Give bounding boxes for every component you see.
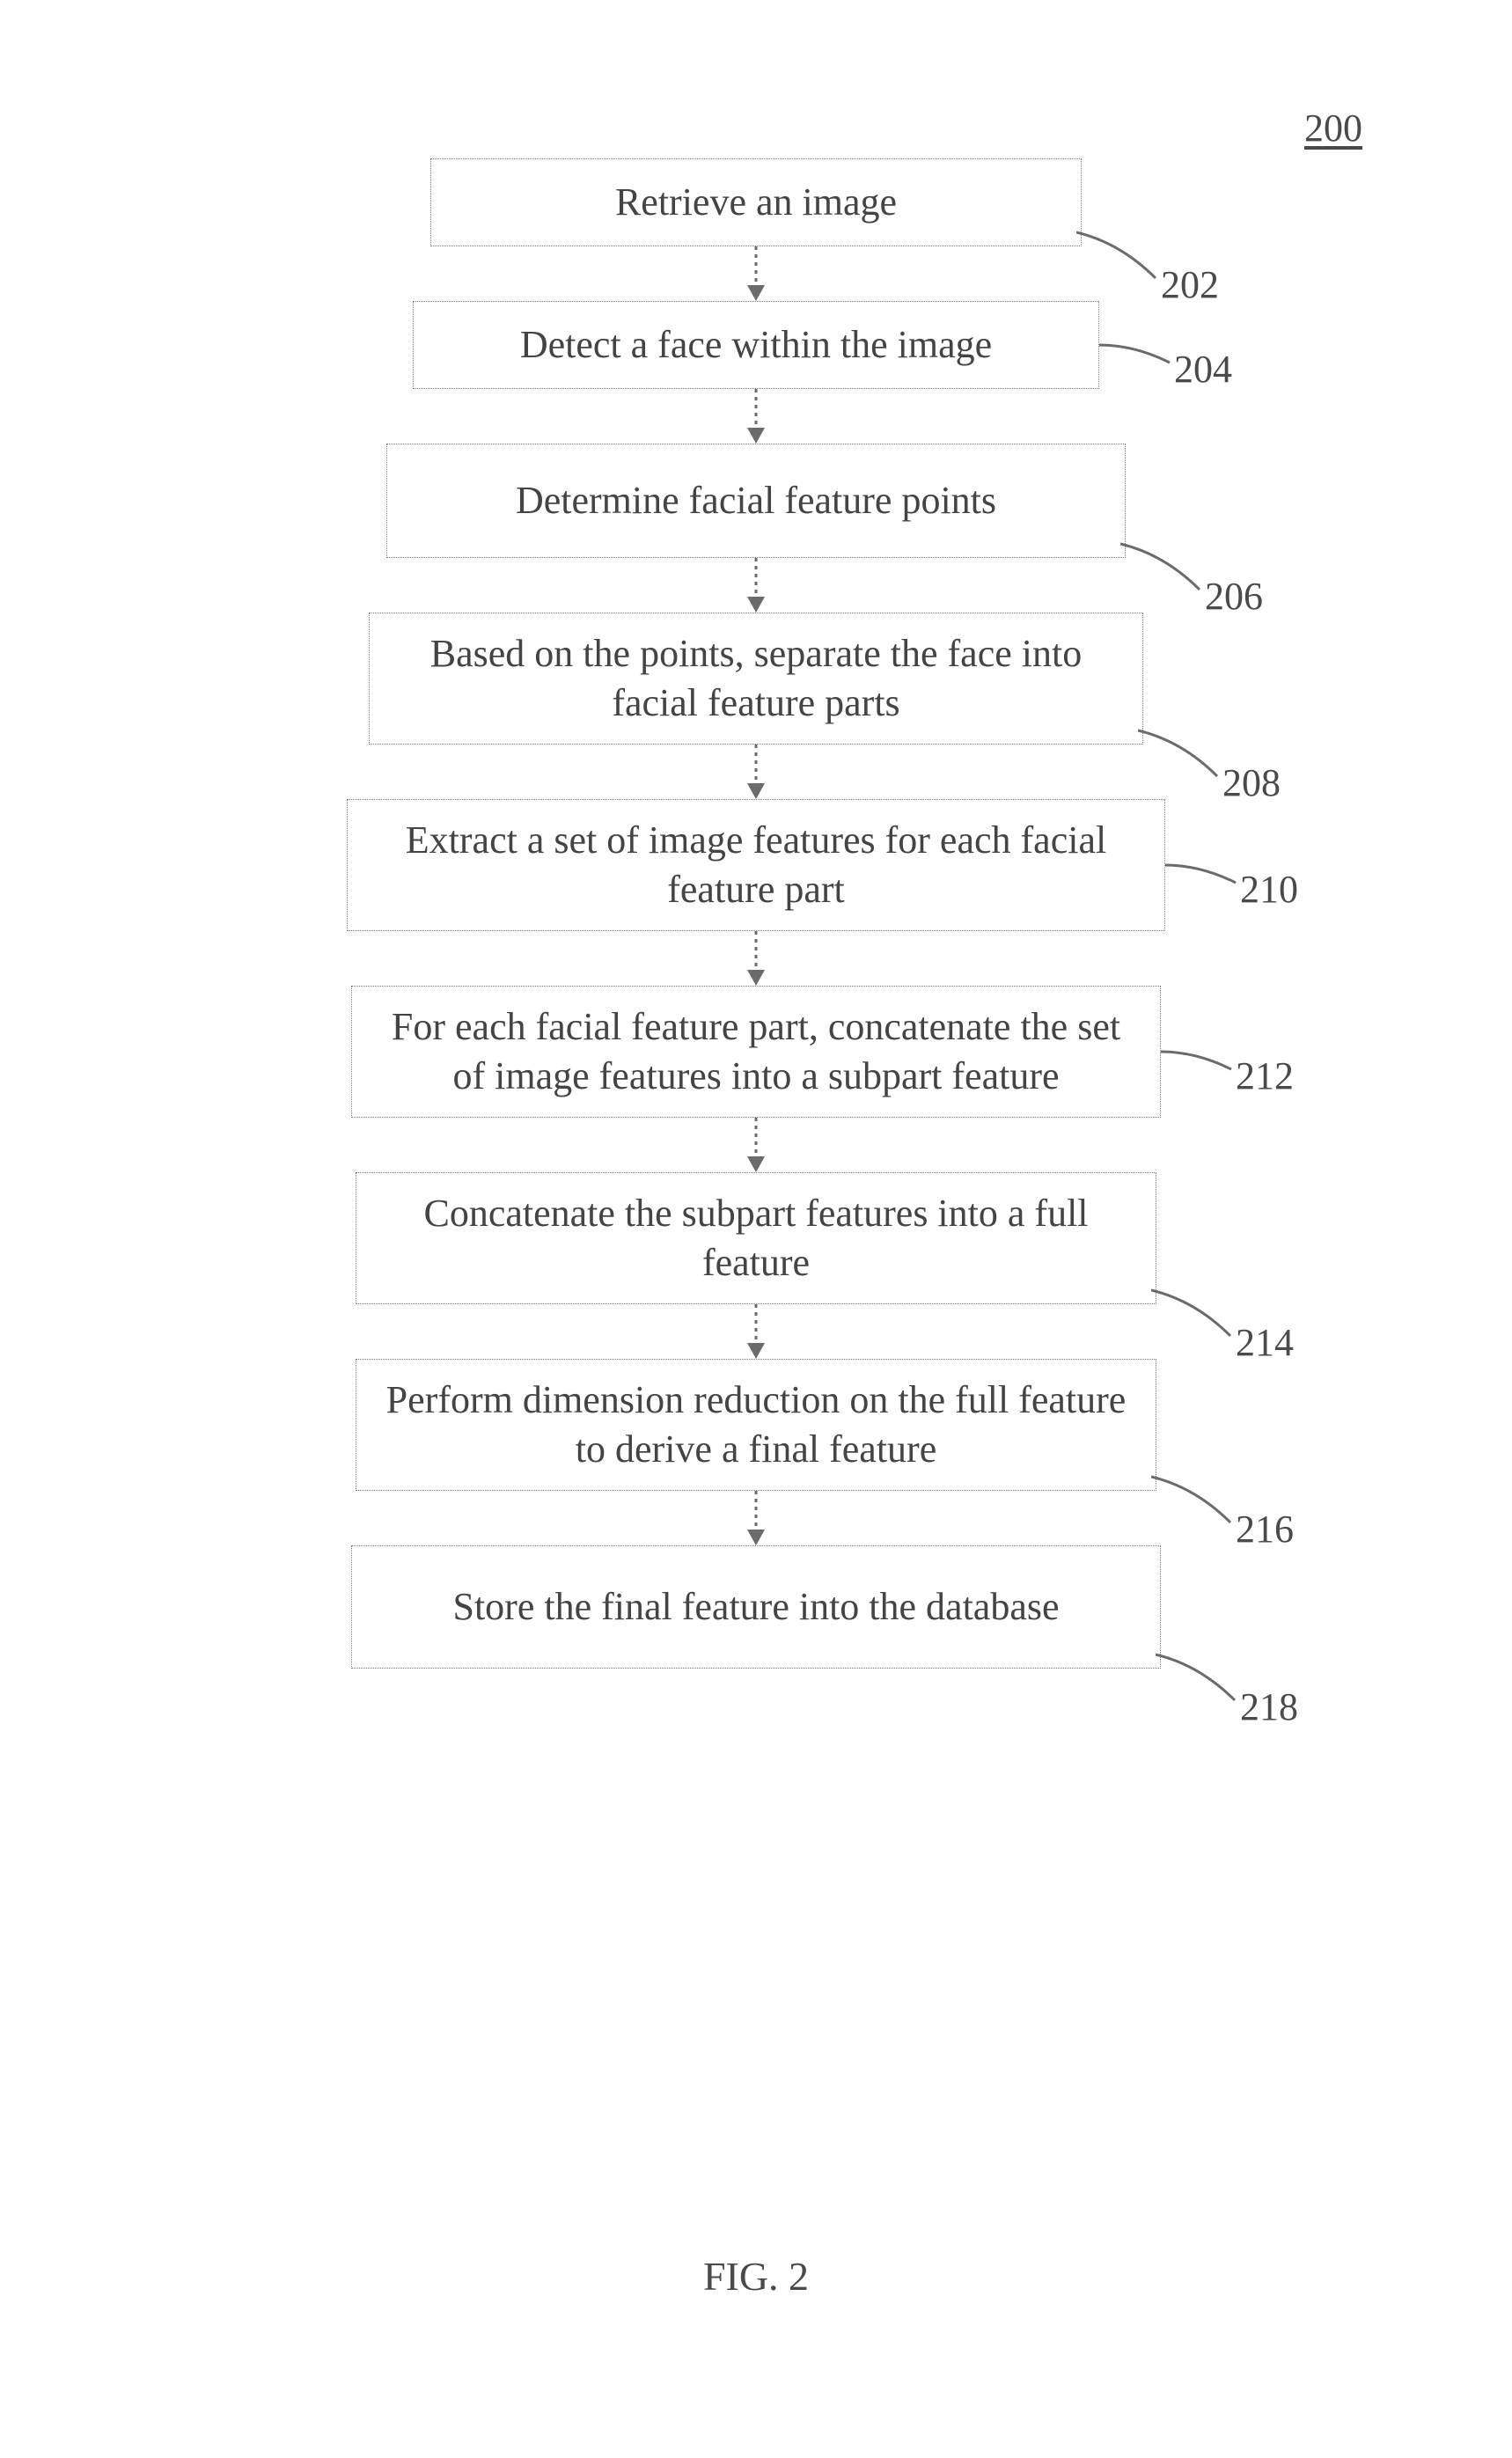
flow-node-text: Based on the points, separate the face i… <box>394 629 1118 729</box>
flow-edge <box>0 389 1512 444</box>
flow-node: Perform dimension reduction on the full … <box>356 1359 1156 1491</box>
flow-node-text: For each facial feature part, concatenat… <box>377 1002 1135 1102</box>
flow-node-wrap: Retrieve an image202 <box>0 158 1512 246</box>
flow-node-text: Extract a set of image features for each… <box>372 816 1140 915</box>
flowchart: Retrieve an image202 Detect a face within… <box>0 158 1512 1669</box>
flow-node: Concatenate the subpart features into a … <box>356 1172 1156 1304</box>
flow-node-text: Detect a face within the image <box>520 320 992 370</box>
flow-edge <box>0 745 1512 799</box>
flow-edge <box>0 1118 1512 1172</box>
flow-node-text: Concatenate the subpart features into a … <box>381 1189 1131 1288</box>
flow-edge <box>0 246 1512 301</box>
flow-node: Detect a face within the image <box>413 301 1099 389</box>
flow-node: Retrieve an image <box>430 158 1082 246</box>
flow-node-wrap: For each facial feature part, concatenat… <box>0 986 1512 1118</box>
flow-node-text: Store the final feature into the databas… <box>452 1582 1059 1632</box>
page: 200 Retrieve an image202 Detect a face wi… <box>0 0 1512 2458</box>
flow-node-wrap: Concatenate the subpart features into a … <box>0 1172 1512 1304</box>
arrow-down-icon <box>743 246 769 301</box>
flow-node: Extract a set of image features for each… <box>347 799 1165 931</box>
flow-node-wrap: Based on the points, separate the face i… <box>0 613 1512 745</box>
figure-caption: FIG. 2 <box>0 2253 1512 2300</box>
reference-number: 218 <box>1240 1684 1298 1729</box>
flow-node: Store the final feature into the databas… <box>351 1545 1161 1669</box>
flow-node-text: Determine facial feature points <box>516 476 996 525</box>
arrow-down-icon <box>743 1304 769 1359</box>
flow-node-wrap: Extract a set of image features for each… <box>0 799 1512 931</box>
flow-node: Determine facial feature points <box>386 444 1126 558</box>
flow-edge <box>0 931 1512 986</box>
figure-number-label: 200 <box>1304 106 1362 150</box>
flow-node-wrap: Perform dimension reduction on the full … <box>0 1359 1512 1491</box>
flow-node-wrap: Detect a face within the image 204 <box>0 301 1512 389</box>
flow-node: For each facial feature part, concatenat… <box>351 986 1161 1118</box>
flow-node-wrap: Determine facial feature points206 <box>0 444 1512 558</box>
flow-node-text: Retrieve an image <box>615 178 897 227</box>
flow-node-text: Perform dimension reduction on the full … <box>381 1376 1131 1475</box>
reference-number: 204 <box>1174 347 1232 392</box>
flow-node: Based on the points, separate the face i… <box>369 613 1143 745</box>
arrow-down-icon <box>743 389 769 444</box>
flow-node-wrap: Store the final feature into the databas… <box>0 1545 1512 1669</box>
reference-number: 210 <box>1240 867 1298 912</box>
arrow-down-icon <box>743 558 769 613</box>
arrow-down-icon <box>743 1491 769 1545</box>
arrow-down-icon <box>743 745 769 799</box>
arrow-down-icon <box>743 931 769 986</box>
reference-number: 212 <box>1236 1053 1294 1098</box>
arrow-down-icon <box>743 1118 769 1172</box>
flow-edge <box>0 558 1512 613</box>
